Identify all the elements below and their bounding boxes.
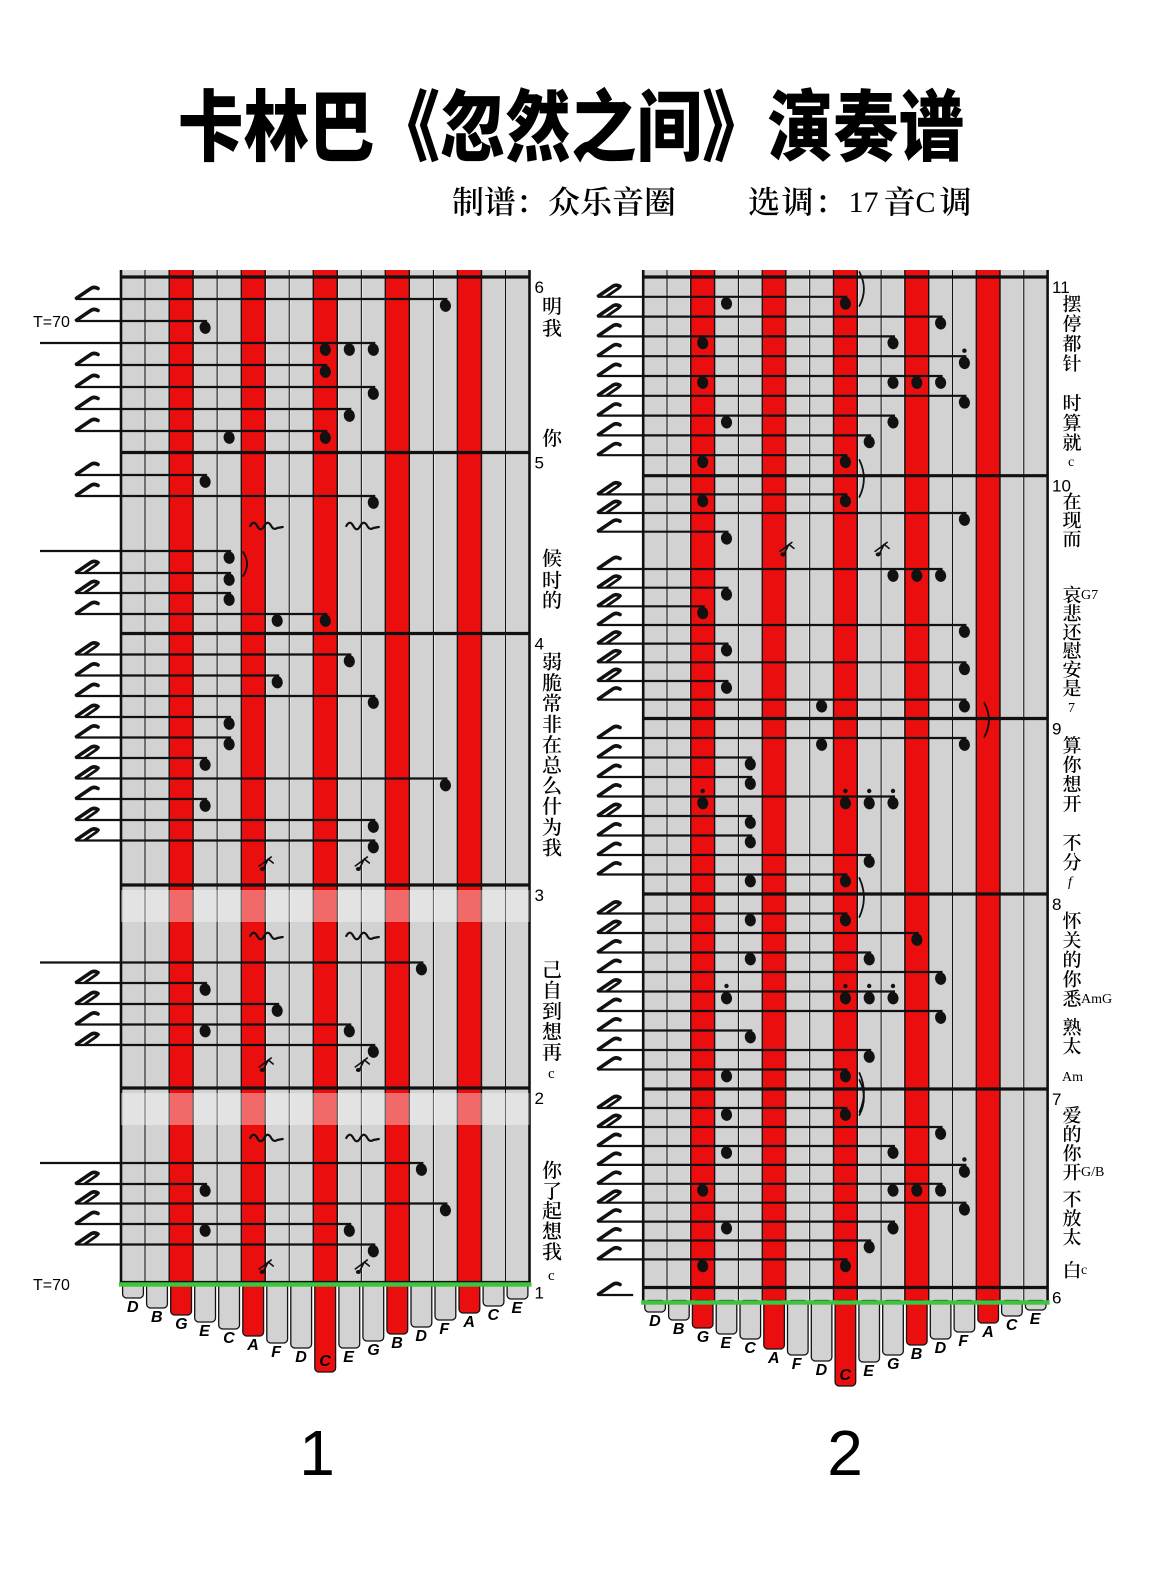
svg-text:T=70: T=70 [33,314,70,331]
svg-text:F: F [439,1321,450,1338]
svg-text:7: 7 [1068,701,1075,716]
svg-text:A: A [462,1314,475,1331]
svg-text:C: C [223,1330,235,1347]
svg-text:4: 4 [535,635,544,654]
svg-text:F: F [792,1356,803,1373]
svg-text:A: A [767,1350,780,1367]
svg-text:10: 10 [1052,477,1071,496]
svg-text:C: C [488,1307,500,1324]
svg-text:F: F [271,1344,282,1361]
svg-text:E: E [1030,1311,1042,1328]
svg-text:E: E [199,1323,211,1340]
svg-text:E: E [512,1300,524,1317]
svg-text:D: D [295,1349,307,1366]
svg-text:8: 8 [1052,895,1061,914]
svg-text:c: c [548,1268,555,1284]
svg-text:6: 6 [1052,1289,1061,1308]
svg-text:D: D [415,1328,427,1345]
svg-text:G7: G7 [1081,588,1098,603]
svg-text:G: G [887,1356,899,1373]
svg-text:C: C [839,1367,851,1384]
svg-text:E: E [343,1349,355,1366]
svg-text:5: 5 [535,454,544,473]
svg-text:6: 6 [535,278,544,297]
svg-text:T=70: T=70 [33,1277,70,1294]
svg-text:f: f [1068,875,1074,890]
svg-text:C: C [1006,1317,1018,1334]
svg-text:7: 7 [1052,1090,1061,1109]
svg-text:D: D [649,1313,661,1330]
svg-text:2: 2 [827,1417,863,1489]
svg-text:3: 3 [535,886,544,905]
svg-text:c: c [1068,455,1074,470]
svg-text:A: A [246,1337,259,1354]
svg-text:A: A [981,1324,994,1341]
svg-text:1: 1 [299,1417,335,1489]
svg-text:17: 17 [849,186,879,219]
svg-text:2: 2 [535,1089,544,1108]
svg-text:1: 1 [535,1284,544,1303]
svg-text:C: C [744,1340,756,1357]
svg-text:Am: Am [1062,1070,1083,1085]
svg-text:E: E [863,1363,875,1380]
svg-text:11: 11 [1052,278,1070,297]
svg-text:9: 9 [1052,720,1061,739]
svg-text:F: F [958,1333,969,1350]
svg-text:G: G [175,1316,187,1333]
svg-text:D: D [816,1362,828,1379]
svg-text:AmG: AmG [1081,992,1112,1007]
svg-text:C: C [319,1353,331,1370]
svg-text:D: D [935,1340,947,1357]
svg-text:G/B: G/B [1081,1165,1104,1180]
svg-text:B: B [151,1309,163,1326]
svg-text:c: c [1081,1263,1087,1278]
svg-text:D: D [127,1299,139,1316]
svg-text:G: G [367,1342,379,1359]
svg-text:B: B [673,1321,685,1338]
svg-text:B: B [391,1335,403,1352]
svg-text:c: c [548,1066,555,1082]
svg-text:E: E [721,1335,733,1352]
svg-text:G: G [697,1329,709,1346]
svg-text:C: C [916,186,936,219]
svg-text:B: B [911,1346,923,1363]
